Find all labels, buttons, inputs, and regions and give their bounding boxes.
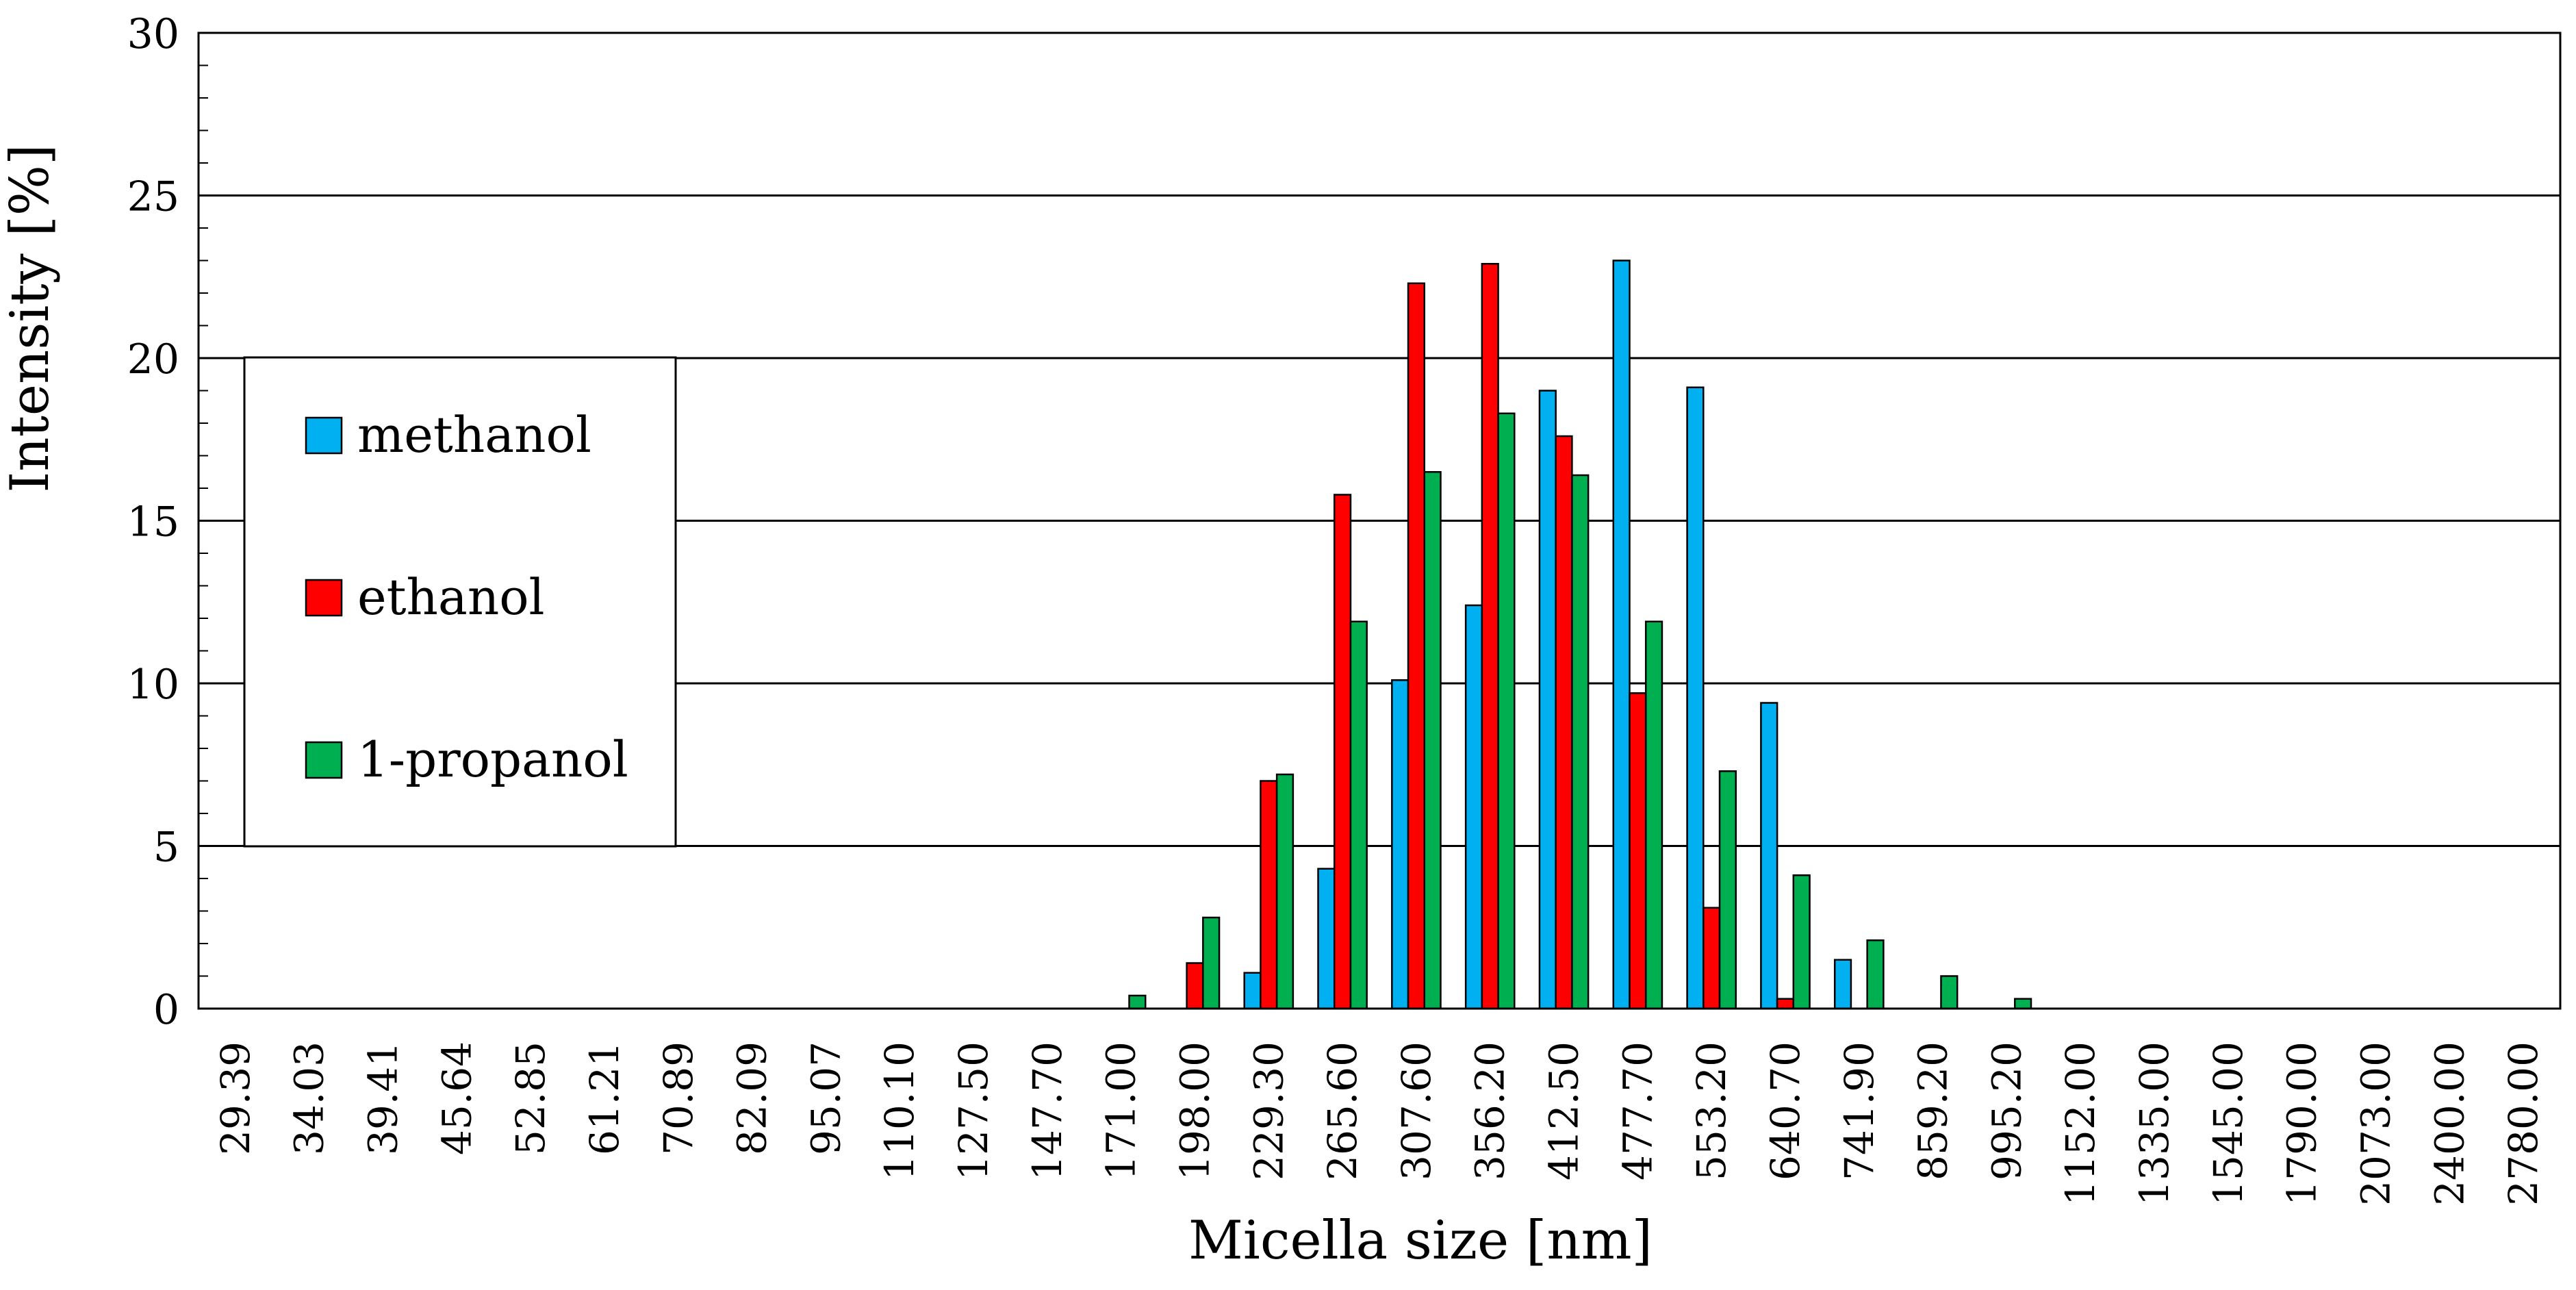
bar-1-propanol (1644, 620, 1663, 1010)
x-tick-label: 553.20 (1688, 1041, 1735, 1180)
x-tick-label: 39.41 (360, 1041, 407, 1155)
x-tick-label: 147.70 (1024, 1041, 1071, 1180)
x-tick-label: 741.90 (1836, 1041, 1883, 1180)
axes: 0 5 10 15 20 25 30 29.39 34.03 39.41 45.64 52.85 61.… (127, 10, 2560, 1206)
bar-1-propanol (1128, 994, 1147, 1010)
legend-swatch (305, 416, 343, 455)
bar-1-propanol (1202, 916, 1221, 1010)
bar-ethanol (1481, 263, 1499, 1010)
x-tick-label: 34.03 (286, 1041, 333, 1155)
bar-ethanol (1186, 962, 1204, 1010)
bar-methanol (1833, 959, 1852, 1010)
x-tick-label: 127.50 (950, 1041, 997, 1180)
legend-label: methanol (357, 406, 591, 464)
bar-ethanol (1555, 435, 1573, 1010)
y-tick-label: 30 (127, 10, 179, 58)
legend: methanol ethanol 1-propanol (243, 356, 677, 848)
x-tick-label: 61.21 (581, 1041, 628, 1155)
bar-methanol (1317, 868, 1336, 1010)
bar-methanol (1464, 604, 1483, 1010)
x-tick-label: 1152.00 (2057, 1041, 2104, 1206)
bar-ethanol (1629, 692, 1647, 1010)
x-tick-label: 412.50 (1541, 1041, 1587, 1180)
bar-1-propanol (1497, 412, 1516, 1010)
y-tick-label: 0 (153, 986, 179, 1034)
bar-ethanol (1407, 282, 1426, 1010)
y-tick-label: 15 (127, 498, 179, 546)
legend-swatch (305, 579, 343, 617)
legend-label: 1-propanol (357, 731, 628, 788)
bar-ethanol (1260, 780, 1278, 1010)
x-tick-label: 95.07 (802, 1041, 849, 1155)
bar-ethanol (1776, 998, 1795, 1010)
x-tick-label: 1335.00 (2131, 1041, 2178, 1206)
x-tick-label: 356.20 (1467, 1041, 1514, 1180)
x-tick-label: 2780.00 (2500, 1041, 2547, 1206)
y-axis-label: Intensity [%] (0, 144, 61, 493)
x-tick-label: 265.60 (1319, 1041, 1366, 1180)
x-tick-label: 995.20 (1983, 1041, 2030, 1180)
x-tick-label: 52.85 (507, 1041, 554, 1155)
bar-1-propanol (2014, 998, 2032, 1010)
x-tick-label: 859.20 (1910, 1041, 1956, 1180)
bar-methanol (1538, 390, 1557, 1010)
y-tick-label: 5 (153, 824, 179, 872)
x-tick-label: 2073.00 (2352, 1041, 2399, 1206)
x-tick-label: 45.64 (433, 1041, 480, 1155)
bar-1-propanol (1275, 773, 1295, 1010)
bar-1-propanol (1792, 874, 1811, 1010)
bar-1-propanol (1423, 471, 1442, 1010)
x-tick-label: 82.09 (729, 1041, 776, 1155)
bar-1-propanol (1571, 474, 1590, 1010)
bar-methanol (1391, 679, 1410, 1010)
x-tick-label: 198.00 (1171, 1041, 1218, 1180)
x-tick-label: 640.70 (1762, 1041, 1809, 1180)
legend-label: ethanol (357, 568, 545, 626)
bar-ethanol (1703, 907, 1721, 1010)
x-axis-label: Micella size [nm] (1188, 1210, 1653, 1272)
x-tick-label: 110.10 (876, 1041, 923, 1180)
bar-methanol (1686, 386, 1705, 1010)
bar-methanol (1243, 972, 1262, 1010)
x-tick-label: 307.60 (1393, 1041, 1440, 1180)
x-tick-label: 2400.00 (2426, 1041, 2473, 1206)
x-tick-label: 171.00 (1098, 1041, 1145, 1180)
y-tick-label: 10 (127, 661, 179, 709)
bars (1128, 260, 2032, 1010)
x-tick-label: 29.39 (212, 1041, 259, 1155)
bar-methanol (1760, 702, 1778, 1010)
x-tick-label: 1545.00 (2205, 1041, 2252, 1206)
bar-1-propanol (1940, 975, 1959, 1010)
legend-swatch (305, 741, 343, 779)
bar-1-propanol (1349, 620, 1368, 1010)
x-tick-label: 229.30 (1245, 1041, 1292, 1180)
x-tick-label: 70.89 (655, 1041, 702, 1155)
bar-methanol (1612, 260, 1631, 1010)
bar-1-propanol (1718, 770, 1737, 1010)
x-tick-label: 1790.00 (2279, 1041, 2325, 1206)
x-tick-label: 477.70 (1614, 1041, 1661, 1180)
bar-ethanol (1333, 494, 1352, 1010)
y-tick-label: 20 (127, 336, 179, 383)
y-tick-label: 25 (127, 173, 179, 221)
bar-1-propanol (1866, 939, 1885, 1010)
